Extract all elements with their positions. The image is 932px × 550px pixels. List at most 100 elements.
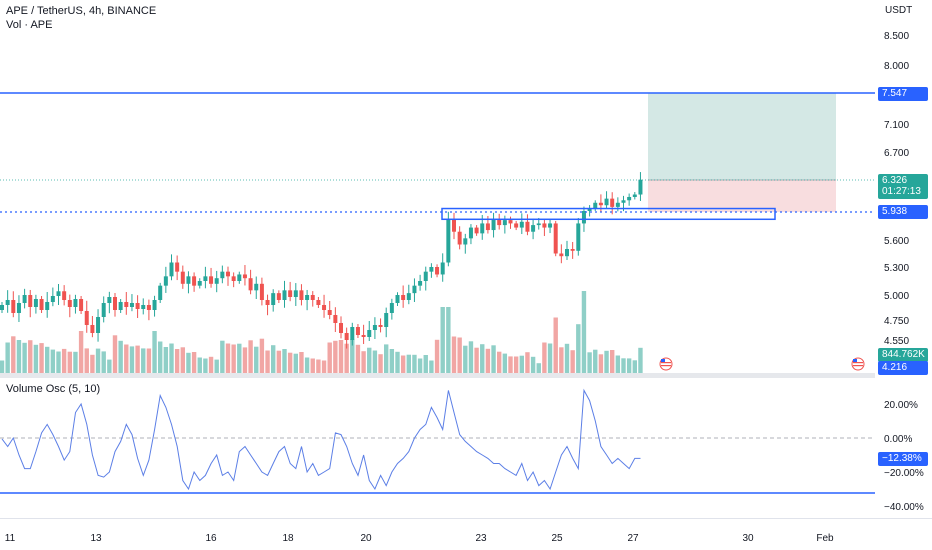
candle-body [418,281,423,286]
candle-body [361,335,366,337]
volume-bar [621,358,626,373]
volume-bar [384,344,389,373]
volume-bar [361,351,366,373]
time-tick-label: 20 [360,533,372,544]
price-tick-label: 5.600 [884,236,909,247]
candle-body [344,333,349,340]
candle-body [248,278,253,291]
volume-bar [559,347,564,373]
candle-body [559,253,564,257]
volume-bar [186,352,191,373]
volume-bar [378,354,383,373]
volume-bar [367,347,372,373]
candle-body [129,303,134,307]
candle-body [610,198,615,207]
time-tick-label: 16 [205,533,217,544]
candle-body [5,300,10,305]
price-tick-label: 4.550 [884,336,909,347]
volume-bar [220,340,225,373]
volume-tag: 844.762K [878,348,928,362]
volume-bar [502,353,508,373]
volume-bar [56,351,61,373]
last-price-tag: 6.326 [878,174,928,188]
candle-body [576,223,581,251]
volume-bar [310,358,315,373]
volume-bar [39,343,44,373]
candle-body [203,276,208,281]
volume-indicator-label[interactable]: Vol · APE [6,19,53,31]
volume-bar [327,342,332,373]
volume-bar [107,359,112,373]
volume-bar [344,343,349,373]
axis-divider [0,518,932,519]
candle-body [299,290,304,300]
volume-bar [304,357,310,373]
candle-body [435,267,440,275]
volume-bar [129,346,135,373]
volume-bar [417,358,423,373]
candle-body [282,290,287,300]
candle-body [276,293,281,300]
volume-bar [530,356,536,373]
volume-bar [146,348,152,373]
volume-bar [638,347,643,373]
candle-body [158,285,163,300]
volume-bar [593,349,598,373]
price-tick-label: 7.100 [884,120,909,131]
osc-indicator-label[interactable]: Volume Osc (5, 10) [6,383,101,395]
volume-bar [463,345,468,373]
volume-bar [581,291,587,373]
candle-body [593,202,598,209]
volume-bar [350,339,355,373]
osc-pane[interactable] [0,378,875,518]
candle-body [39,299,44,310]
candle-body [412,285,417,294]
volume-bar [11,336,16,373]
volume-bar [429,360,434,373]
volume-bar [333,340,338,373]
volume-bar [468,341,474,373]
candle-body [84,311,89,325]
candle-body [452,219,456,232]
volume-bar [542,342,547,373]
candle-body [96,317,101,333]
candle-body [378,325,383,327]
volume-bar [474,347,479,373]
candle-body [463,238,468,245]
symbol-title[interactable]: APE / TetherUS, 4h, BINANCE [6,5,157,17]
candle-body [565,249,569,257]
candle-body [581,211,586,224]
volume-bar [293,353,298,373]
candle-body [468,227,473,239]
candle-body [627,196,632,201]
volume-bar [480,344,485,373]
volume-bar [338,340,344,373]
candle-body [220,271,225,279]
volume-bar [615,355,621,373]
candle-body [231,276,236,281]
candle-body [553,223,558,254]
volume-bar [5,342,10,373]
volume-bar [265,350,270,373]
volume-bar [412,354,417,373]
volume-bar [28,340,33,373]
time-tick-label: 25 [551,533,563,544]
volume-bar [271,345,276,373]
osc-tick-label: 20.00% [884,400,918,411]
candle-body [355,327,360,335]
stop-zone [648,180,836,212]
volume-bar [197,357,202,373]
volume-bar [604,350,609,373]
candle-body [163,276,168,286]
volume-bar [158,341,163,373]
volume-bar [141,348,146,373]
candle-body [491,219,496,231]
flag-icon [659,357,673,371]
candle-body [480,223,485,234]
candle-body [514,223,519,228]
volume-bar [355,344,361,373]
volume-bar [203,358,208,373]
volume-bar [576,324,581,373]
candle-body [310,295,315,300]
